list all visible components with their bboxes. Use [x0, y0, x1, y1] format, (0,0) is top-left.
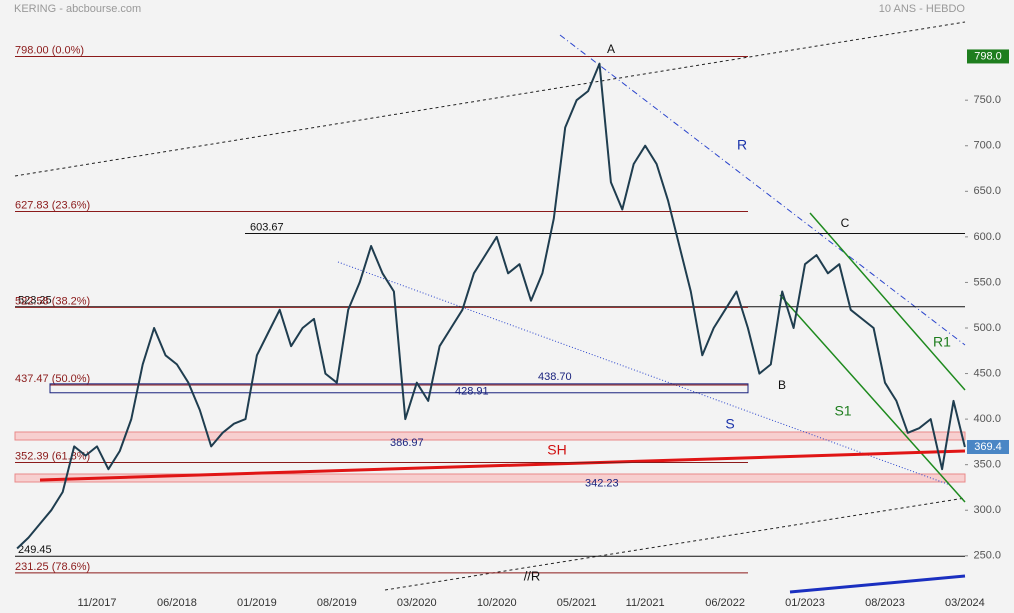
level-label: 522.58 (38.2%)	[15, 295, 90, 307]
annotation: //R	[524, 568, 541, 583]
trend-line-s	[337, 261, 951, 486]
channel-line	[14, 21, 966, 177]
x-tick-label: 03/2024	[945, 597, 985, 609]
level-label: 249.45	[18, 544, 52, 556]
y-tick-label: 500.0	[973, 322, 1001, 334]
level-label: 523.25	[18, 295, 52, 307]
trend-line-r1	[809, 212, 966, 391]
price-tag	[967, 49, 1009, 64]
y-tick-label: 400.0	[973, 413, 1001, 425]
level-label: 603.67	[250, 221, 284, 233]
annotation: SH	[547, 442, 566, 458]
annotation: B	[778, 378, 786, 392]
y-tick-label: 250.0	[973, 550, 1001, 562]
trend-line-s1	[779, 294, 966, 503]
level-label: 627.83 (23.6%)	[15, 199, 90, 211]
x-tick-label: 01/2019	[237, 597, 277, 609]
trend-line-r	[559, 34, 966, 346]
annotation: R	[737, 137, 747, 153]
annotation: A	[607, 42, 615, 56]
price-tag-label: 369.4	[974, 441, 1002, 453]
annotation: S1	[834, 403, 851, 419]
level-label: 231.25 (78.6%)	[15, 561, 90, 573]
level-label: 798.00 (0.0%)	[15, 44, 84, 56]
box-label: 438.70	[538, 371, 572, 383]
level-label: 352.39 (61.8%)	[15, 450, 90, 462]
y-tick-label: 350.0	[973, 459, 1001, 471]
channel-line	[384, 497, 966, 591]
y-tick-label: 300.0	[973, 504, 1001, 516]
support-band	[14, 431, 966, 441]
chart-title: KERING - abcbourse.com	[14, 3, 141, 15]
trend-line-sh	[39, 449, 966, 482]
price-tag	[967, 439, 1009, 454]
x-tick-label: 11/2021	[626, 597, 665, 609]
y-tick-label: 450.0	[973, 367, 1001, 379]
x-tick-label: 03/2020	[397, 597, 437, 609]
x-tick-label: 08/2019	[317, 597, 357, 609]
y-tick-label: 650.0	[973, 185, 1001, 197]
x-tick-label: 08/2023	[865, 597, 905, 609]
chart-subtitle: 10 ANS - HEBDO	[879, 3, 966, 15]
annotation: R1	[933, 334, 951, 350]
box-label: 428.91	[455, 386, 489, 398]
y-tick-label: 550.0	[973, 276, 1001, 288]
y-tick-label: 700.0	[973, 140, 1001, 152]
price-tag-label: 798.0	[974, 50, 1002, 62]
y-tick-label: 600.0	[973, 231, 1001, 243]
y-tick-label: 750.0	[973, 94, 1001, 106]
x-tick-label: 10/2020	[477, 597, 517, 609]
x-tick-label: 06/2022	[705, 597, 745, 609]
x-tick-label: 06/2018	[157, 597, 197, 609]
x-tick-label: 01/2023	[785, 597, 825, 609]
annotation: S	[725, 416, 734, 432]
price-label: 386.97	[390, 437, 424, 449]
price-line	[16, 62, 966, 550]
level-label: 437.47 (50.0%)	[15, 373, 90, 385]
price-label: 342.23	[585, 478, 619, 490]
support-band	[14, 473, 966, 483]
zone-box	[49, 383, 749, 394]
x-tick-label: 05/2021	[557, 597, 597, 609]
annotation: C	[841, 216, 850, 230]
trend-line	[789, 574, 966, 594]
x-tick-label: 11/2017	[78, 597, 117, 609]
